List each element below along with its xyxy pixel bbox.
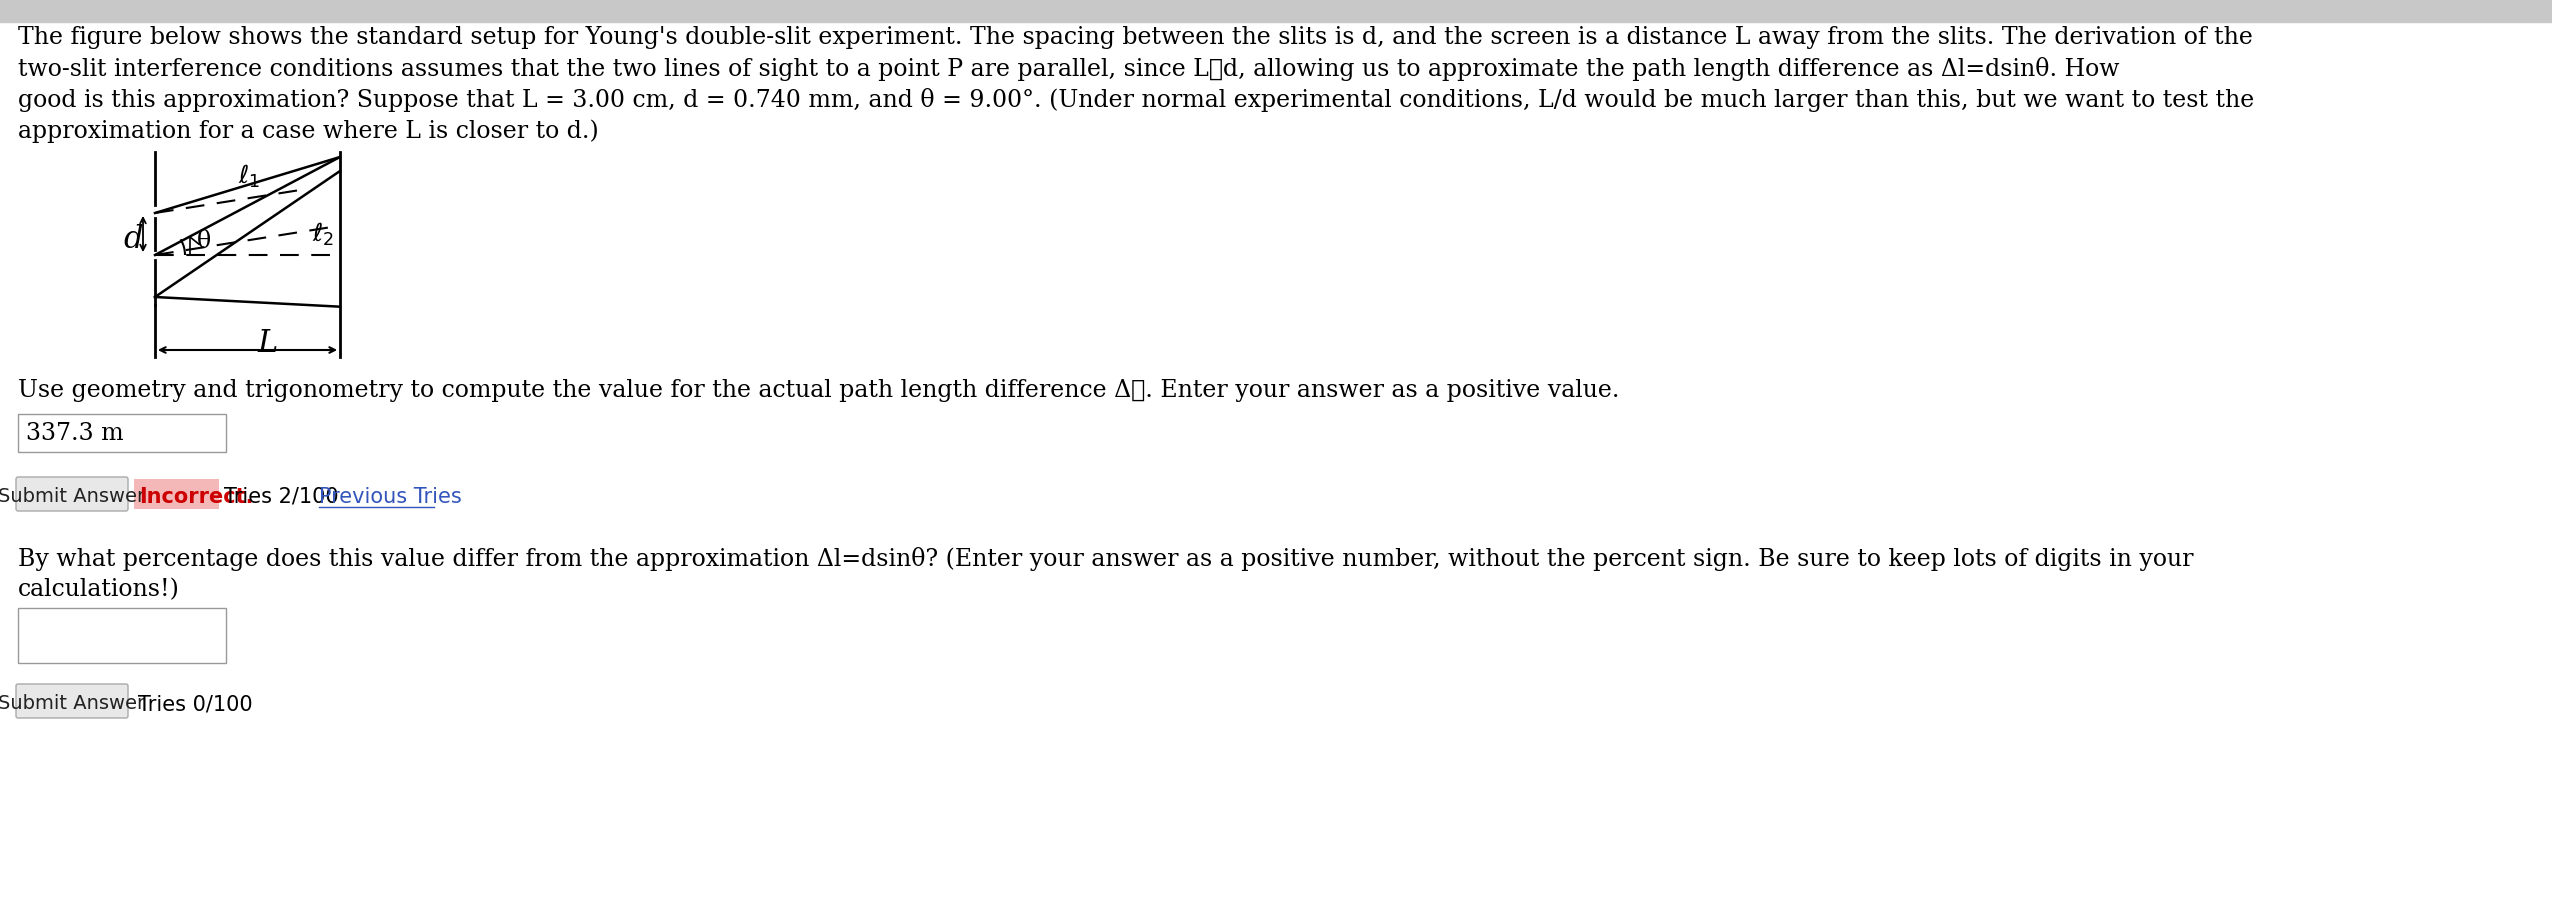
Text: calculations!): calculations!) (18, 578, 179, 601)
Text: Use geometry and trigonometry to compute the value for the actual path length di: Use geometry and trigonometry to compute… (18, 379, 1621, 402)
Text: d: d (122, 224, 143, 255)
Text: Tries 0/100: Tries 0/100 (138, 694, 253, 714)
Text: approximation for a case where L is closer to d.): approximation for a case where L is clos… (18, 119, 600, 143)
Bar (18, 608, 227, 663)
Text: By what percentage does this value differ from the approximation Δl=dsinθ? (Ente: By what percentage does this value diffe… (18, 547, 2195, 571)
Text: Tries 2/100: Tries 2/100 (225, 487, 339, 507)
FancyBboxPatch shape (15, 684, 128, 718)
Text: 337.3 m: 337.3 m (26, 422, 122, 445)
Text: Submit Answer: Submit Answer (0, 487, 145, 506)
Bar (0, 0, 2552, 22)
Text: Incorrect.: Incorrect. (138, 487, 253, 507)
Text: $\ell_2$: $\ell_2$ (311, 221, 334, 248)
Bar (18, 414, 227, 452)
Text: Submit Answer: Submit Answer (0, 694, 145, 713)
Text: two-slit interference conditions assumes that the two lines of sight to a point : two-slit interference conditions assumes… (18, 57, 2121, 81)
FancyBboxPatch shape (15, 477, 128, 511)
Text: $\ell_1$: $\ell_1$ (237, 163, 260, 190)
Bar (135, 479, 219, 509)
Text: The figure below shows the standard setup for Young's double-slit experiment. Th: The figure below shows the standard setu… (18, 26, 2253, 49)
Text: θ: θ (197, 230, 212, 253)
Text: L: L (258, 328, 278, 359)
Text: Previous Tries: Previous Tries (319, 487, 462, 507)
Text: good is this approximation? Suppose that L = 3.00 cm, d = 0.740 mm, and θ = 9.00: good is this approximation? Suppose that… (18, 88, 2253, 112)
